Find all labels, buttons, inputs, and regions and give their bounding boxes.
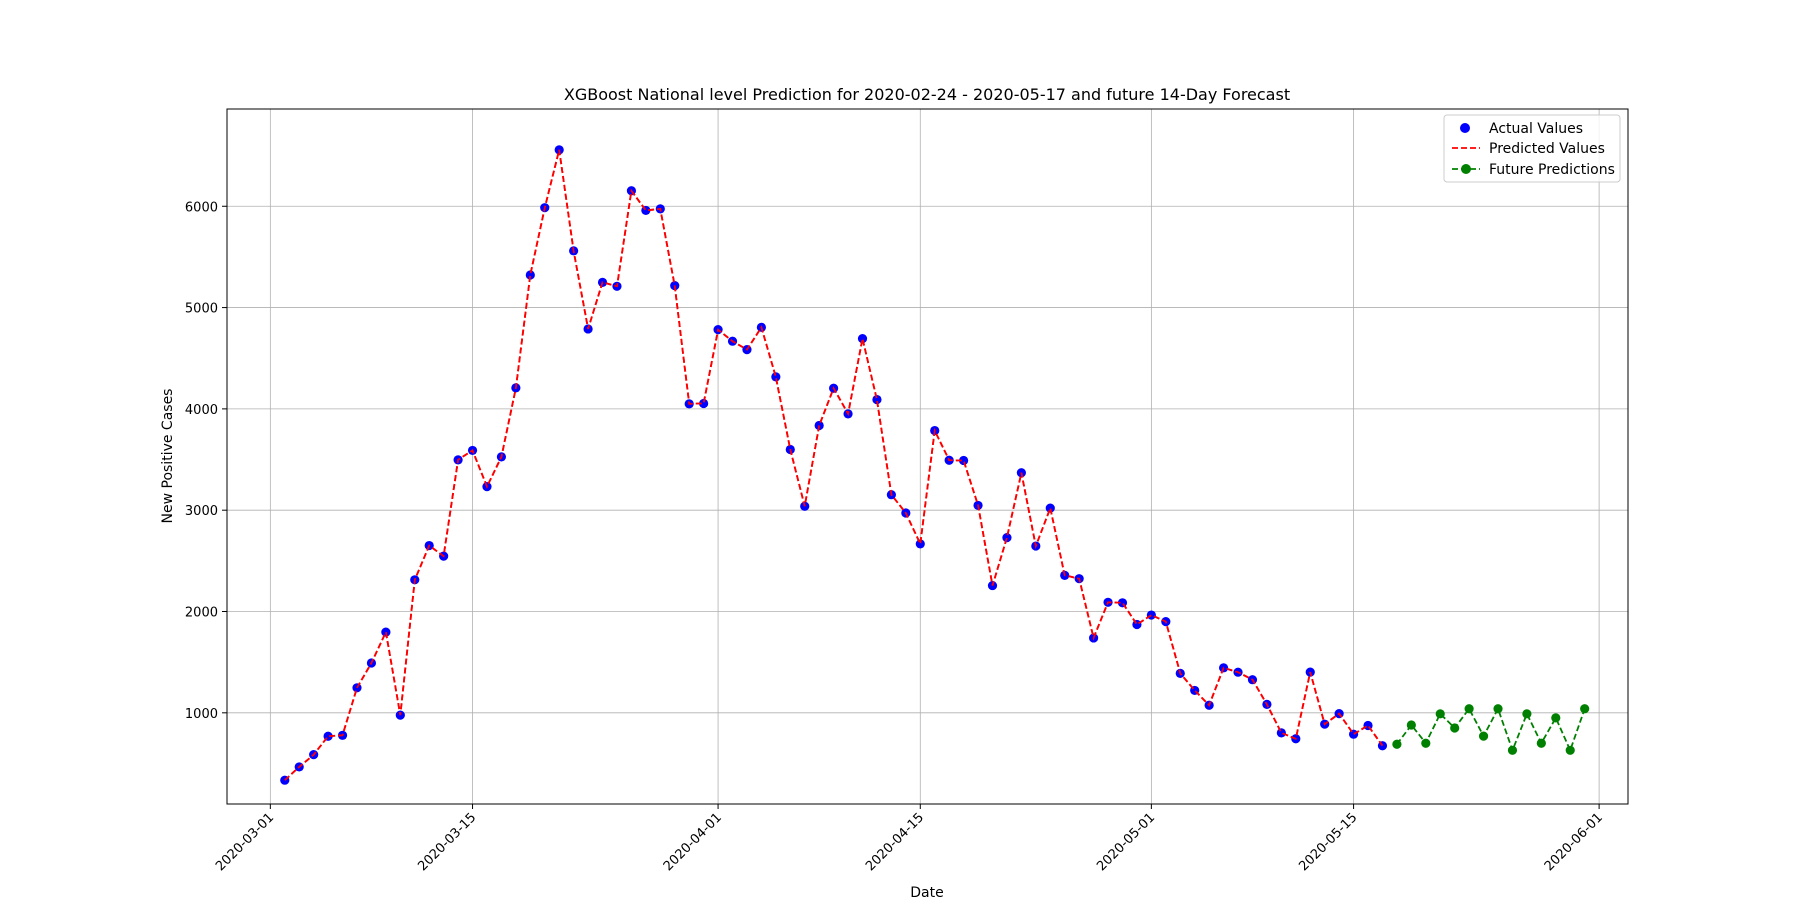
y-axis-label: New Positive Cases: [160, 389, 176, 524]
x-axis-label: Date: [910, 885, 943, 900]
grid-lines: [227, 109, 1628, 804]
plot-area: [226, 108, 1629, 805]
future-point: [1406, 720, 1416, 730]
y-tick-label: 1000: [185, 707, 218, 722]
actual-point: [915, 539, 925, 549]
actual-point: [525, 270, 535, 280]
actual-point: [1045, 503, 1055, 513]
actual-values-points: [280, 145, 1388, 785]
legend-label-actual: Actual Values: [1489, 121, 1583, 137]
future-predictions-line: [1396, 706, 1586, 753]
actual-point: [381, 627, 391, 637]
legend-marker-actual: [1460, 123, 1470, 133]
future-point: [1478, 731, 1489, 741]
future-point: [1493, 704, 1503, 714]
y-axis: 1000 2000 3000 4000 5000 6000: [185, 200, 227, 722]
actual-point: [699, 398, 709, 409]
actual-point: [872, 394, 882, 405]
actual-point: [1002, 533, 1012, 543]
legend-label-predicted: Predicted Values: [1489, 141, 1605, 157]
y-tick-label: 3000: [185, 504, 218, 519]
x-tick-label: 2020-03-15: [415, 810, 479, 874]
x-tick-label: 2020-03-01: [213, 810, 277, 874]
future-point: [1435, 709, 1445, 719]
x-tick-label: 2020-04-01: [661, 810, 725, 874]
legend-frame: [1443, 114, 1621, 183]
future-point: [1421, 738, 1431, 748]
future-point: [1392, 739, 1402, 749]
future-point: [1580, 704, 1590, 714]
actual-point: [959, 455, 969, 466]
future-point: [1522, 709, 1532, 719]
x-tick-label: 2020-05-15: [1296, 810, 1360, 874]
future-predictions-points: [1392, 704, 1590, 755]
legend-label-future: Future Predictions: [1489, 162, 1615, 178]
future-point: [1507, 745, 1518, 755]
predicted-values-line: [284, 149, 1384, 781]
x-tick-label: 2020-06-01: [1542, 810, 1606, 874]
predicted-values-line-overlay: [284, 149, 1384, 781]
x-tick-label: 2020-04-15: [863, 810, 927, 874]
future-point: [1565, 745, 1575, 755]
chart-title: XGBoost National level Prediction for 20…: [564, 85, 1290, 104]
actual-point: [857, 333, 868, 344]
future-point: [1464, 704, 1474, 714]
y-tick-label: 5000: [185, 302, 218, 317]
future-point: [1551, 713, 1561, 723]
y-tick-label: 4000: [185, 403, 218, 418]
series-layer: [280, 145, 1590, 785]
y-tick-label: 2000: [185, 606, 218, 621]
actual-point: [771, 372, 781, 382]
legend-marker-future: [1461, 164, 1471, 174]
actual-point: [1276, 728, 1286, 738]
future-point: [1450, 723, 1460, 733]
y-tick-label: 6000: [185, 200, 218, 215]
x-axis: 2020-03-01 2020-03-15 2020-04-01 2020-04-15…: [213, 804, 1606, 874]
x-tick-label: 2020-05-01: [1094, 810, 1158, 874]
future-point: [1536, 738, 1546, 748]
legend: Actual Values Predicted Values Future Pr…: [1443, 114, 1621, 183]
